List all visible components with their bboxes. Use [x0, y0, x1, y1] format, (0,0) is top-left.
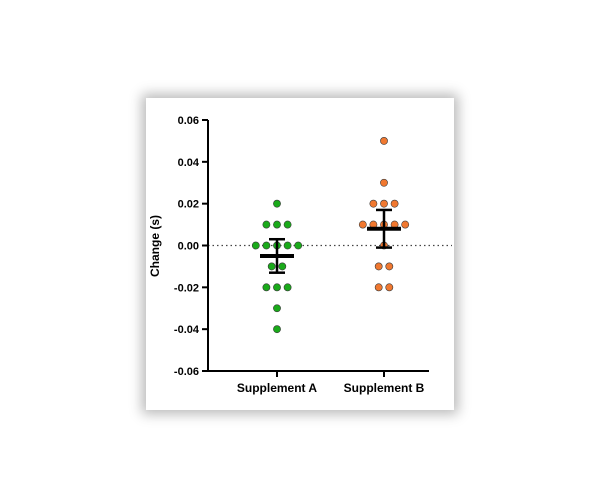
data-point — [401, 220, 410, 229]
data-point — [267, 262, 276, 271]
data-point — [262, 220, 271, 229]
y-axis-title: Change (s) — [148, 215, 162, 277]
data-point — [283, 283, 292, 292]
data-point — [283, 220, 292, 229]
data-point — [385, 262, 394, 271]
x-category-label: Supplement A — [237, 381, 318, 395]
data-point — [385, 283, 394, 292]
data-point — [273, 325, 281, 334]
data-point — [278, 262, 287, 271]
x-category-label: Supplement B — [344, 381, 425, 395]
y-tick-label: -0.06 — [174, 366, 199, 378]
data-point — [273, 220, 281, 229]
data-point — [262, 241, 271, 250]
y-tick-label: 0.02 — [178, 199, 199, 211]
y-tick-label: -0.04 — [174, 324, 200, 336]
data-point — [283, 241, 292, 250]
y-tick-label: 0.00 — [178, 241, 199, 253]
data-point — [273, 283, 281, 292]
y-tick-label: 0.04 — [178, 157, 200, 169]
data-point — [358, 220, 367, 229]
data-point — [273, 304, 281, 313]
data-point — [251, 241, 260, 250]
data-point — [380, 178, 388, 187]
data-point — [374, 283, 383, 292]
y-tick-label: 0.06 — [178, 115, 199, 127]
data-point — [390, 199, 399, 208]
data-point — [262, 283, 271, 292]
data-point — [294, 241, 303, 250]
data-point — [374, 262, 383, 271]
data-point — [380, 199, 388, 208]
y-tick-label: -0.02 — [174, 282, 199, 294]
data-point — [369, 199, 378, 208]
data-point — [273, 199, 281, 208]
data-point — [380, 137, 388, 145]
chart-card: Change (s) 0.06 0.04 0.02 0.00 -0.02 -0.04 -0.… — [146, 98, 454, 410]
scatter-chart: Change (s) 0.06 0.04 0.02 0.00 -0.02 -0.04 -0.… — [148, 115, 452, 395]
